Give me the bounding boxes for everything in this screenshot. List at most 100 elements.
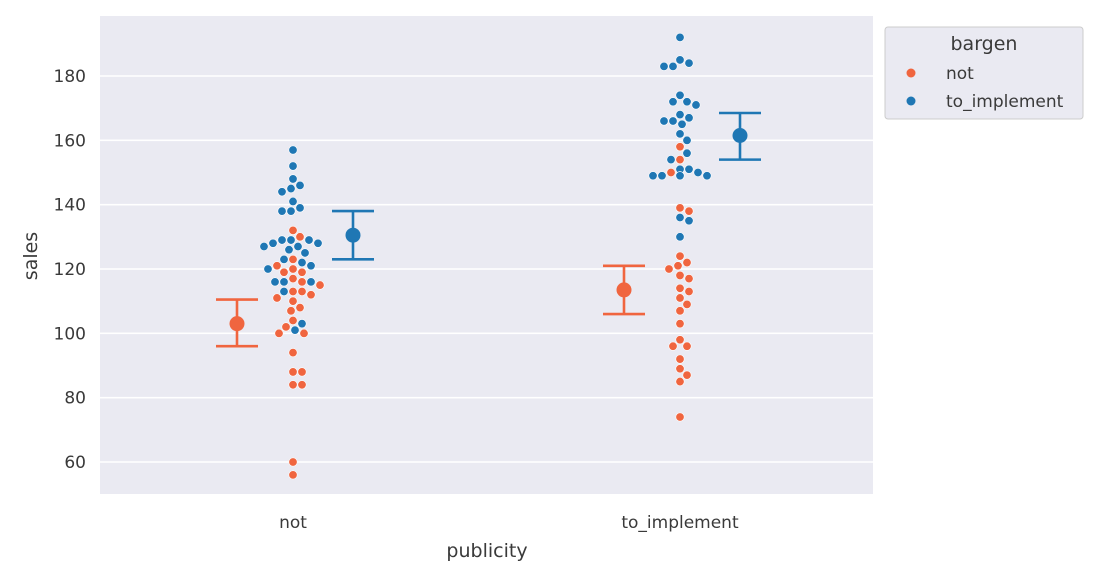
point-to_implement-to_implement (702, 171, 712, 181)
point-not-not (288, 254, 298, 264)
mean-to_implement-to_implement (732, 128, 748, 144)
point-to_implement-not (304, 235, 314, 245)
point-not-to_implement (684, 287, 694, 297)
point-not-to_implement (675, 155, 685, 165)
y-tick-140: 140 (54, 196, 86, 216)
point-not-not (288, 274, 298, 284)
x-axis-label: publicity (446, 540, 527, 562)
point-to_implement-to_implement (675, 171, 685, 181)
point-not-not (288, 225, 298, 235)
point-to_implement-to_implement (648, 171, 658, 181)
point-not-not (272, 293, 282, 303)
point-to_implement-not (259, 241, 269, 251)
y-tick-80: 80 (64, 389, 86, 409)
point-to_implement-not (300, 248, 310, 258)
point-to_implement-to_implement (684, 58, 694, 68)
point-not-to_implement (675, 142, 685, 152)
mean-errorbars (216, 111, 761, 348)
point-not-to_implement (675, 251, 685, 261)
legend-label-to-implement: to_implement (946, 92, 1064, 112)
point-not-not (288, 315, 298, 325)
point-to_implement-not (288, 174, 298, 184)
point-to_implement-to_implement (691, 100, 701, 110)
point-to_implement-not (284, 245, 294, 255)
y-tick-60: 60 (64, 453, 86, 473)
point-not-not (288, 296, 298, 306)
point-to_implement-to_implement (684, 113, 694, 123)
point-not-not (288, 287, 298, 297)
point-to_implement-to_implement (684, 164, 694, 174)
point-not-not (288, 264, 298, 274)
point-to_implement-not (288, 161, 298, 171)
point-to_implement-not (293, 241, 303, 251)
point-to_implement-to_implement (682, 97, 692, 107)
point-to_implement-to_implement (677, 119, 687, 129)
point-not-not (297, 267, 307, 277)
point-not-not (274, 328, 284, 338)
point-to_implement-not (279, 277, 289, 287)
legend-marker-not (906, 68, 916, 78)
point-to_implement-to_implement (693, 168, 703, 178)
point-to_implement-not (295, 180, 305, 190)
point-not-not (297, 277, 307, 287)
point-not-not (315, 280, 325, 290)
point-not-to_implement (675, 364, 685, 374)
point-not-to_implement (682, 341, 692, 351)
point-not-not (306, 290, 316, 300)
point-not-not (299, 328, 309, 338)
mean-not-not (229, 316, 245, 332)
point-not-to_implement (682, 258, 692, 268)
point-to_implement-not (268, 238, 278, 248)
plot-area (100, 16, 873, 494)
point-to_implement-to_implement (675, 129, 685, 139)
point-not-not (288, 457, 298, 467)
legend-box (884, 26, 1084, 120)
point-to_implement-not (306, 277, 316, 287)
point-not-to_implement (684, 274, 694, 284)
legend-label-not: not (946, 64, 974, 84)
point-not-not (297, 367, 307, 377)
x-tick-not: not (279, 513, 307, 533)
point-to_implement-to_implement (657, 171, 667, 181)
point-to_implement-to_implement (675, 213, 685, 223)
point-to_implement-not (270, 277, 280, 287)
point-to_implement-not (286, 184, 296, 194)
gridlines (100, 75, 873, 463)
y-axis-label: sales (20, 232, 42, 280)
point-not-not (279, 267, 289, 277)
point-not-to_implement (675, 319, 685, 329)
mean-to_implement-not (345, 227, 361, 243)
legend-marker-to-implement (906, 96, 916, 106)
point-to_implement-to_implement (675, 232, 685, 242)
point-to_implement-not (288, 145, 298, 155)
point-to_implement-to_implement (684, 216, 694, 226)
point-not-to_implement (682, 370, 692, 380)
point-not-not (295, 232, 305, 242)
point-not-to_implement (668, 341, 678, 351)
point-to_implement-to_implement (666, 155, 676, 165)
point-to_implement-not (297, 319, 307, 329)
point-not-to_implement (675, 335, 685, 345)
point-to_implement-to_implement (682, 135, 692, 145)
point-not-to_implement (684, 206, 694, 216)
point-to_implement-not (306, 261, 316, 271)
point-to_implement-to_implement (668, 61, 678, 71)
point-not-not (288, 380, 298, 390)
point-not-to_implement (675, 377, 685, 387)
point-to_implement-not (290, 325, 300, 335)
point-not-to_implement (675, 306, 685, 316)
point-to_implement-not (286, 235, 296, 245)
point-to_implement-not (277, 187, 287, 197)
point-not-to_implement (675, 203, 685, 213)
point-not-to_implement (675, 412, 685, 422)
point-not-to_implement (675, 293, 685, 303)
y-tick-180: 180 (54, 67, 86, 87)
point-to_implement-not (297, 258, 307, 268)
point-to_implement-to_implement (675, 90, 685, 100)
legend: bargen not to_implement (884, 26, 1084, 120)
point-to_implement-not (277, 235, 287, 245)
point-not-to_implement (675, 354, 685, 364)
y-tick-labels: 60 80 100 120 140 160 180 (54, 67, 86, 473)
point-not-not (288, 348, 298, 358)
